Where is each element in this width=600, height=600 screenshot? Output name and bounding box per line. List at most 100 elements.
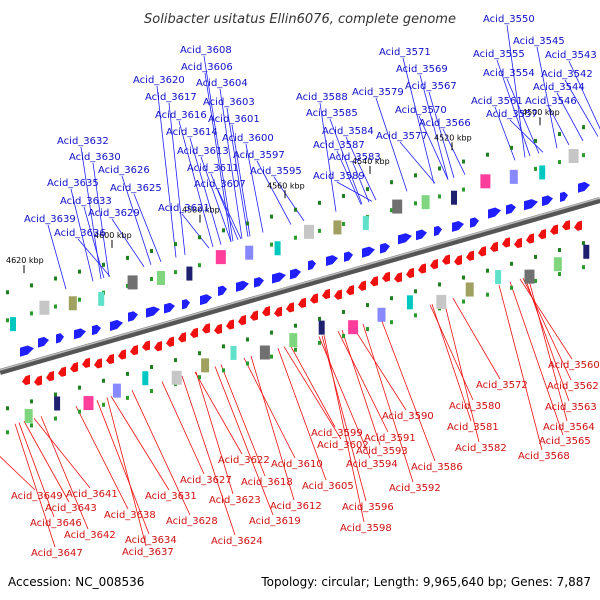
gene-block [333, 220, 342, 235]
ring-dot [558, 272, 561, 277]
forward-gene-arrow [380, 242, 390, 254]
ring-dot [510, 145, 513, 150]
forward-gene-arrow [560, 191, 568, 202]
ring-dot [486, 292, 489, 297]
leader-line [345, 136, 377, 201]
leader-line [203, 55, 234, 242]
reverse-gene-arrow [106, 353, 114, 365]
ring-dot [534, 278, 537, 283]
reverse-gene-arrow [358, 280, 366, 291]
reverse-gene-arrow [466, 250, 474, 261]
gene-block [392, 199, 403, 214]
gene-label: Acid_3554 [483, 68, 535, 79]
gene-block [245, 245, 254, 260]
leader-line [452, 297, 501, 380]
ring-dot [342, 221, 345, 226]
ring-dot [270, 354, 273, 359]
reverse-gene-arrow [286, 302, 294, 313]
ring-dot [294, 347, 297, 352]
reverse-gene-arrow [178, 332, 186, 343]
genome-backbone [0, 197, 600, 375]
forward-gene-arrow [200, 294, 212, 306]
ring-dot [366, 187, 369, 192]
ring-dot [54, 276, 57, 281]
gene-label: Acid_3542 [541, 69, 593, 80]
ring-dot [30, 311, 33, 316]
gene-block [377, 307, 386, 322]
gene-features [10, 149, 590, 423]
forward-gene-arrow [146, 306, 160, 318]
reverse-gene-arrow [454, 255, 462, 266]
leader-line [375, 97, 408, 192]
ring-dot [102, 378, 105, 383]
forward-gene-arrow [326, 255, 338, 267]
gene-block [24, 408, 33, 423]
ring-dot [222, 228, 225, 233]
gene-label: Acid_3622 [218, 455, 270, 466]
forward-gene-arrow [74, 328, 86, 340]
leader-line [18, 422, 55, 518]
ring-dot [414, 289, 417, 294]
ring-dot [126, 255, 129, 260]
ring-dot [390, 320, 393, 325]
leader-line [548, 106, 570, 146]
ring-dot [342, 333, 345, 338]
ring-dot [438, 282, 441, 287]
reverse-gene-arrow [166, 336, 174, 347]
gene-block [112, 383, 121, 398]
gene-label: Acid_3607 [194, 179, 246, 190]
ring-dot [390, 208, 393, 213]
gene-block [215, 250, 226, 265]
gene-label: Acid_3634 [125, 535, 177, 546]
leader-line [92, 162, 110, 277]
ring-dot [462, 187, 465, 192]
gene-label: Acid_3633 [60, 196, 112, 207]
leader-line [273, 176, 305, 222]
leader-line [195, 371, 234, 495]
gene-label: Acid_3612 [270, 501, 322, 512]
reverse-gene-arrow [478, 246, 486, 257]
forward-gene-labels: Acid_3550 Acid_3545 Acid_3555 Acid_3543 Acid… [24, 14, 597, 239]
leader-line [220, 364, 266, 477]
ring-dot [126, 395, 129, 400]
gene-block [539, 165, 546, 180]
gene-label: Acid_3627 [180, 475, 232, 486]
leader-line [283, 346, 342, 440]
ring-dot [6, 430, 9, 435]
gene-block [230, 345, 237, 360]
gene-label: Acid_3567 [405, 81, 457, 92]
ring-dot [414, 173, 417, 178]
reverse-gene-arrow [130, 344, 138, 356]
reverse-gene-arrow [154, 341, 162, 352]
gene-label: Acid_3566 [419, 118, 471, 129]
label-leader-lines [0, 24, 600, 548]
ring-dot [174, 358, 177, 363]
ring-dot [54, 416, 57, 421]
gene-label: Acid_3610 [271, 459, 323, 470]
gene-label: Acid_3601 [208, 114, 260, 125]
reverse-gene-arrow [82, 357, 90, 368]
gene-label: Acid_3596 [342, 502, 394, 513]
leader-line [131, 389, 191, 516]
gene-label: Acid_3628 [166, 516, 218, 527]
gene-label: Acid_3619 [249, 516, 301, 527]
gene-label: Acid_3582 [455, 443, 507, 454]
ring-dot [6, 290, 9, 295]
ring-dot [486, 268, 489, 273]
gene-block [10, 317, 16, 332]
forward-gene-arrow [488, 207, 501, 219]
gene-label: Acid_3632 [57, 136, 109, 147]
gene-block [186, 266, 193, 281]
gene-block [83, 396, 94, 411]
leader-line [168, 102, 186, 256]
gene-label: Acid_3584 [322, 126, 374, 137]
gene-block [553, 257, 562, 272]
reverse-gene-arrow [262, 306, 270, 317]
gene-label: Acid_3591 [364, 433, 416, 444]
gene-label: Acid_3649 [11, 491, 63, 502]
reverse-gene-arrow [430, 258, 438, 270]
ring-dot [174, 270, 177, 275]
gene-block [436, 294, 447, 309]
forward-gene-arrow [290, 268, 301, 280]
leader-line [96, 400, 150, 535]
